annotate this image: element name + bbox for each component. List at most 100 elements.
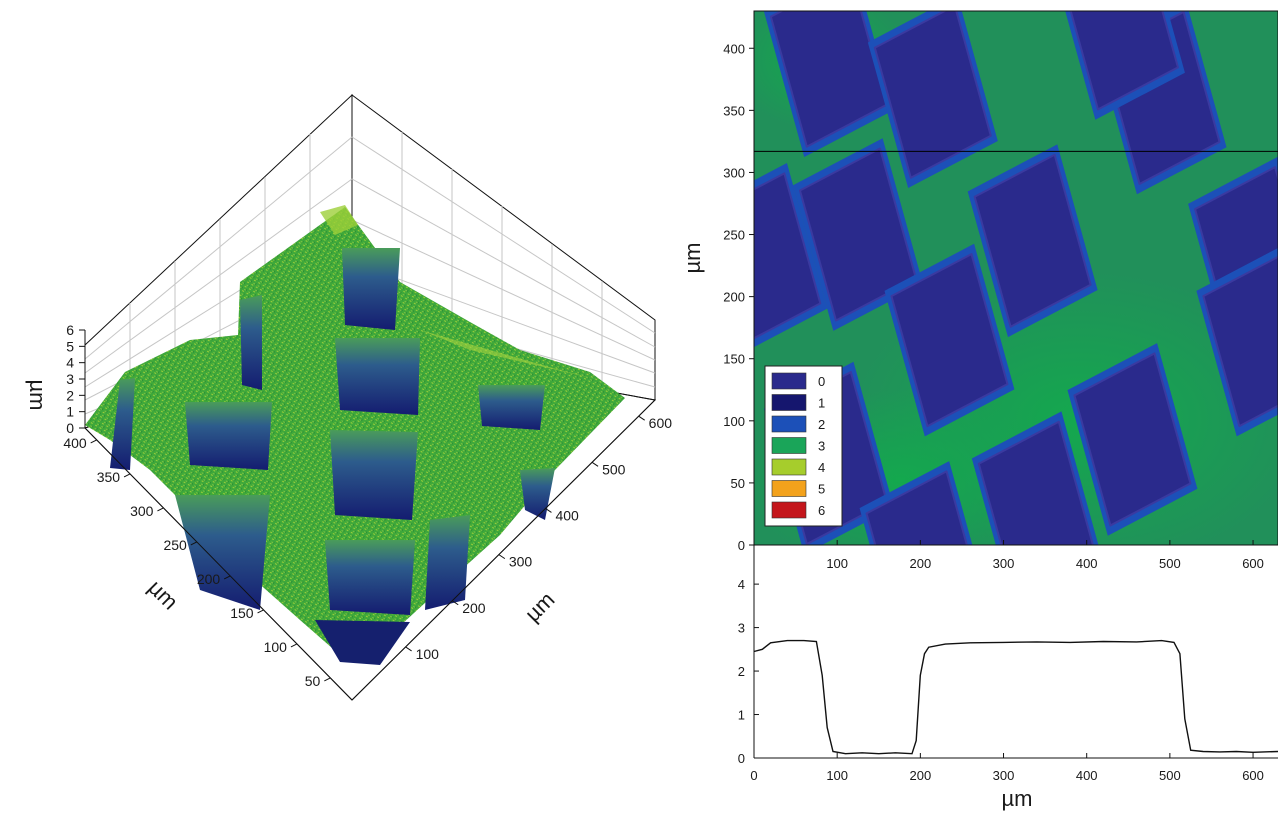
y-tick-label: 350 bbox=[97, 469, 121, 485]
y-tick-mark bbox=[324, 677, 331, 682]
surface-wells bbox=[110, 248, 555, 665]
map-x-tick-label: 500 bbox=[1159, 556, 1181, 571]
profile-x-tick-label: 300 bbox=[993, 768, 1015, 783]
surface-well bbox=[315, 620, 410, 665]
legend-label: 1 bbox=[818, 396, 825, 411]
map-y-tick-label: 300 bbox=[723, 165, 745, 180]
surface-well bbox=[175, 495, 270, 610]
z-tick-label: 4 bbox=[66, 355, 74, 371]
profile-series-line bbox=[753, 639, 1278, 755]
profile-x-tick-label: 400 bbox=[1076, 768, 1098, 783]
map-x-tick-label: 100 bbox=[826, 556, 848, 571]
profile-x-tick-label: 200 bbox=[909, 768, 931, 783]
map-x-tick-label: 300 bbox=[993, 556, 1015, 571]
legend-swatch bbox=[771, 458, 807, 476]
map-y-tick-label: 50 bbox=[731, 476, 745, 491]
x-tick-label: 400 bbox=[555, 507, 579, 523]
y-tick-mark bbox=[90, 439, 97, 444]
well-floor bbox=[1202, 255, 1278, 428]
profile-y-tick-label: 3 bbox=[738, 621, 745, 636]
y-tick-label: 300 bbox=[130, 503, 154, 519]
surface-well bbox=[342, 248, 400, 330]
y-tick-label: 100 bbox=[264, 639, 288, 655]
legend-swatch bbox=[771, 480, 807, 497]
legend-label: 4 bbox=[818, 460, 825, 475]
profile-x-axis-ticks: 0 100 200 300 400 500 600 bbox=[750, 753, 1264, 783]
y-tick-label: 50 bbox=[305, 673, 321, 689]
x-tick-label: 100 bbox=[416, 646, 440, 662]
surface-body bbox=[85, 205, 625, 665]
map-y-tick-label: 400 bbox=[723, 41, 745, 56]
profile-chart: 0 1 2 3 4 0 100 200 300 400 500 600 µm bbox=[738, 545, 1278, 811]
x-tick-mark bbox=[451, 600, 459, 606]
x-tick-mark bbox=[638, 415, 645, 421]
legend-swatch bbox=[771, 501, 807, 519]
map-y-tick-label: 0 bbox=[738, 538, 745, 553]
legend-swatch bbox=[771, 415, 807, 433]
legend-swatch bbox=[771, 372, 807, 390]
surface-well bbox=[240, 295, 262, 390]
well-floor bbox=[754, 172, 822, 340]
y-tick-label: 400 bbox=[63, 435, 87, 451]
profile-y-tick-label: 1 bbox=[738, 708, 745, 723]
z-tick-label: 1 bbox=[66, 404, 74, 420]
legend-label: 5 bbox=[818, 482, 825, 497]
surface-well bbox=[110, 378, 135, 470]
y-axis-ticks: 400 350 300 250 200 150 100 50 bbox=[63, 435, 331, 689]
map-x-tick-label: 400 bbox=[1076, 556, 1098, 571]
well-floor bbox=[973, 153, 1092, 328]
map-y-tick-label: 250 bbox=[723, 228, 745, 243]
y-tick-label: 250 bbox=[163, 537, 187, 553]
profile-y-tick-label: 2 bbox=[738, 664, 745, 679]
x-tick-mark bbox=[498, 554, 506, 560]
z-tick-label: 5 bbox=[66, 338, 74, 354]
height-map-chart: 100 200 300 400 500 600 050100150200250300350… bbox=[680, 10, 1278, 571]
well-floor bbox=[873, 11, 992, 179]
profile-y-axis-ticks: 0 1 2 3 4 bbox=[738, 577, 759, 766]
z-tick-label: 3 bbox=[66, 371, 74, 387]
x-tick-mark bbox=[591, 461, 599, 467]
well-floor bbox=[1073, 352, 1192, 527]
well-floor bbox=[890, 253, 1009, 428]
z-tick-label: 6 bbox=[66, 322, 74, 338]
x-tick-label: 300 bbox=[509, 554, 533, 570]
surface-well bbox=[330, 430, 418, 520]
z-tick-label: 0 bbox=[66, 420, 74, 436]
map-y-axis-label: µm bbox=[680, 242, 705, 273]
well-floor bbox=[865, 470, 968, 545]
y-axis-label: µm bbox=[143, 575, 183, 615]
x-tick-label: 500 bbox=[602, 461, 626, 477]
surface-well bbox=[425, 515, 470, 610]
y-tick-mark bbox=[290, 643, 298, 648]
map-x-tick-label: 600 bbox=[1242, 556, 1264, 571]
map-legend: 0 1 2 3 4 5 6 bbox=[764, 365, 843, 527]
profile-x-tick-label: 100 bbox=[826, 768, 848, 783]
map-y-tick-label: 200 bbox=[723, 290, 745, 305]
profile-y-tick-label: 0 bbox=[738, 751, 745, 766]
y-tick-mark bbox=[190, 541, 198, 546]
legend-label: 2 bbox=[818, 417, 825, 432]
surface-crest bbox=[320, 205, 358, 235]
surface-front-edge-left bbox=[84, 427, 353, 701]
x-tick-mark bbox=[405, 646, 412, 652]
profile-x-tick-label: 500 bbox=[1159, 768, 1181, 783]
legend-label: 3 bbox=[818, 439, 825, 454]
profile-x-tick-label: 600 bbox=[1242, 768, 1264, 783]
surface-well bbox=[325, 540, 415, 615]
map-y-tick-label: 150 bbox=[723, 352, 745, 367]
map-x-axis-ticks: 100 200 300 400 500 600 bbox=[826, 540, 1264, 571]
profile-x-axis-label: µm bbox=[1001, 786, 1032, 811]
y-tick-mark bbox=[257, 609, 264, 614]
legend-swatch bbox=[771, 394, 807, 411]
map-y-tick-label: 350 bbox=[723, 103, 745, 118]
y-tick-mark bbox=[223, 575, 231, 580]
profile-y-tick-label: 4 bbox=[738, 577, 745, 592]
surface-well bbox=[335, 338, 420, 415]
y-tick-mark bbox=[123, 473, 131, 478]
z-tick-label: 2 bbox=[66, 387, 74, 403]
x-tick-mark bbox=[545, 508, 552, 513]
map-x-tick-label: 200 bbox=[909, 556, 931, 571]
surface-front-edge-right bbox=[351, 399, 656, 701]
